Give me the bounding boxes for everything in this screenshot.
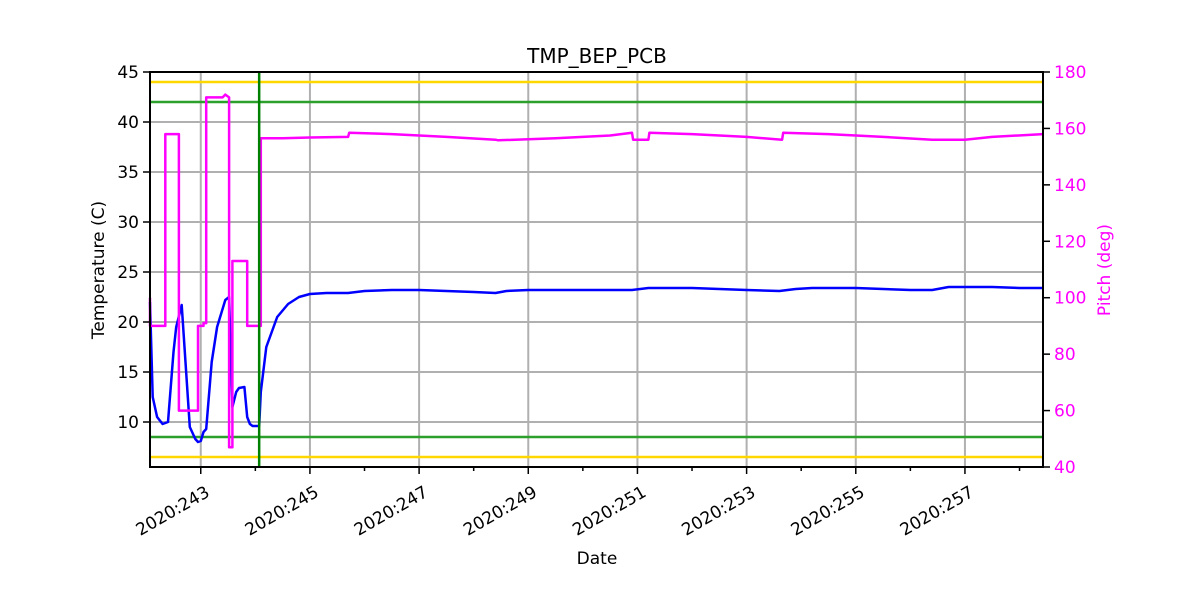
- grid-lines: [150, 71, 1043, 467]
- y-tick-label: 15: [117, 363, 139, 383]
- y2-tick-label: 140: [1054, 176, 1086, 196]
- temperature-line: [148, 285, 1043, 444]
- y2-tick-label: 160: [1054, 119, 1086, 139]
- y-axis-ticks: 10 15 20 25 30 35 40 45: [117, 63, 150, 433]
- plot-frame: [149, 71, 1044, 468]
- chart-title: TMP_BEP_PCB: [526, 44, 667, 68]
- y2-tick-label: 40: [1054, 458, 1076, 478]
- y-tick-label: 10: [117, 413, 139, 433]
- y2-tick-label: 60: [1054, 402, 1076, 422]
- x-axis-label: Date: [577, 549, 618, 569]
- y2-tick-label: 80: [1054, 345, 1076, 365]
- y-tick-label: 45: [117, 63, 139, 83]
- y-tick-label: 25: [117, 263, 139, 283]
- y-tick-label: 30: [117, 213, 139, 233]
- y2-tick-label: 180: [1054, 63, 1086, 83]
- y-tick-label: 35: [117, 163, 139, 183]
- y-tick-label: 40: [117, 113, 139, 133]
- y2-axis-ticks: 40 60 80 100 120 140 160 180: [1043, 63, 1086, 478]
- data-series: [148, 93, 1044, 449]
- y-tick-label: 20: [117, 313, 139, 333]
- y2-axis-label: Pitch (deg): [1095, 224, 1115, 316]
- pitch-line: [148, 93, 1044, 449]
- limit-lines: [150, 80, 1043, 459]
- y2-tick-label: 100: [1054, 289, 1086, 309]
- y2-tick-label: 120: [1054, 232, 1086, 252]
- y-axis-label: Temperature (C): [89, 201, 109, 340]
